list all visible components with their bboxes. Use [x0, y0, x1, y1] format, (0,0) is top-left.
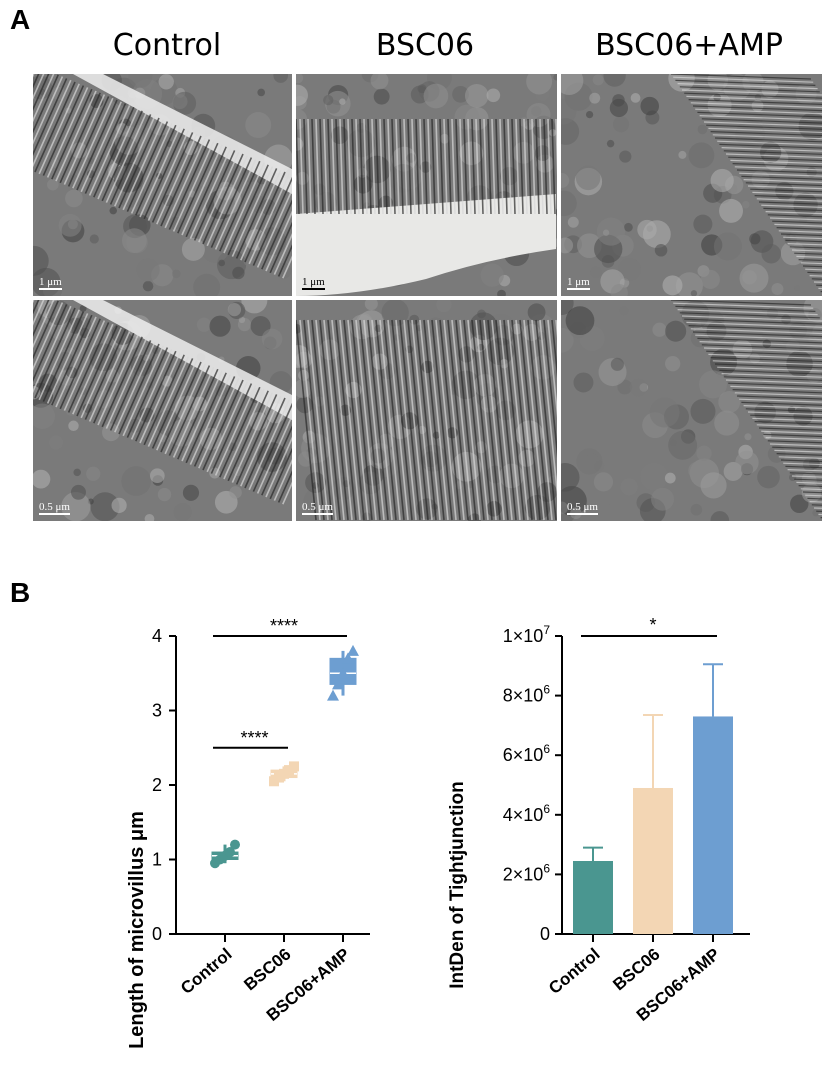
micrograph-bsc06-amp-row2	[561, 300, 822, 521]
micrograph-bsc06-amp-row1	[561, 74, 822, 296]
y-tick-label: 0	[540, 924, 550, 944]
scale-bar-label: 0.5 μm	[302, 501, 333, 515]
y-tick-label: 4×106	[503, 802, 551, 825]
y-tick-label: 2×106	[503, 861, 551, 884]
data-point	[332, 678, 344, 690]
significance-label: ****	[270, 616, 298, 636]
data-point	[337, 667, 349, 679]
micrograph-bsc06-row2	[296, 300, 557, 521]
micrograph-bsc06-row1	[296, 74, 557, 296]
chart-marks: *	[573, 615, 733, 934]
data-point	[230, 839, 240, 850]
bar	[573, 860, 613, 934]
data-point	[225, 847, 235, 858]
y-axis-label: Length of microvillus μm	[126, 811, 148, 1049]
y-axis-label: IntDen of Tightjunction	[447, 781, 468, 989]
x-tick-label: BSC06	[240, 945, 294, 995]
column-title-bsc06-amp: BSC06+AMP	[595, 28, 783, 63]
scale-bar-label: 1 μm	[39, 276, 62, 290]
column-title-bsc06: BSC06	[375, 28, 475, 63]
x-tick-label: Control	[177, 945, 236, 998]
scale-bar-label: 0.5 μm	[39, 501, 70, 515]
x-tick-label: Control	[545, 945, 604, 998]
microvillus-length-chart: Length of microvillus μm 0 1 2 3 4 Control BSC…	[126, 616, 370, 1049]
y-tick-label: 8×106	[503, 683, 551, 706]
y-tick-label: 2	[152, 775, 162, 795]
panel-a-label: A	[10, 4, 31, 35]
tightjunction-intden-chart: IntDen of Tightjunction 0 2×106 4×106 6×106…	[447, 615, 750, 1025]
scale-bar-label: 1 μm	[302, 276, 325, 290]
data-point	[347, 644, 359, 656]
y-tick-label: 4	[152, 626, 162, 646]
significance-label: ****	[240, 728, 268, 748]
significance-label: *	[649, 615, 656, 635]
y-tick-label: 3	[152, 701, 162, 721]
column-title-control: Control	[112, 28, 222, 63]
data-point	[327, 689, 339, 701]
chart-marks: **** ****	[210, 616, 359, 869]
data-point	[289, 761, 299, 772]
y-tick-label: 1×107	[503, 623, 551, 646]
micrograph-control-row2	[33, 300, 292, 521]
micrograph-control-row1	[33, 74, 292, 296]
scale-bar-label: 0.5 μm	[567, 501, 598, 515]
x-tick-label: BSC06	[609, 945, 663, 995]
y-tick-label: 0	[152, 924, 162, 944]
panel-b-label: B	[10, 577, 31, 608]
bar	[693, 716, 733, 934]
y-tick-label: 1	[152, 850, 162, 870]
scale-bar-label: 1 μm	[567, 276, 590, 290]
bar	[633, 787, 673, 934]
data-point	[342, 652, 354, 664]
y-tick-label: 6×106	[503, 742, 551, 765]
